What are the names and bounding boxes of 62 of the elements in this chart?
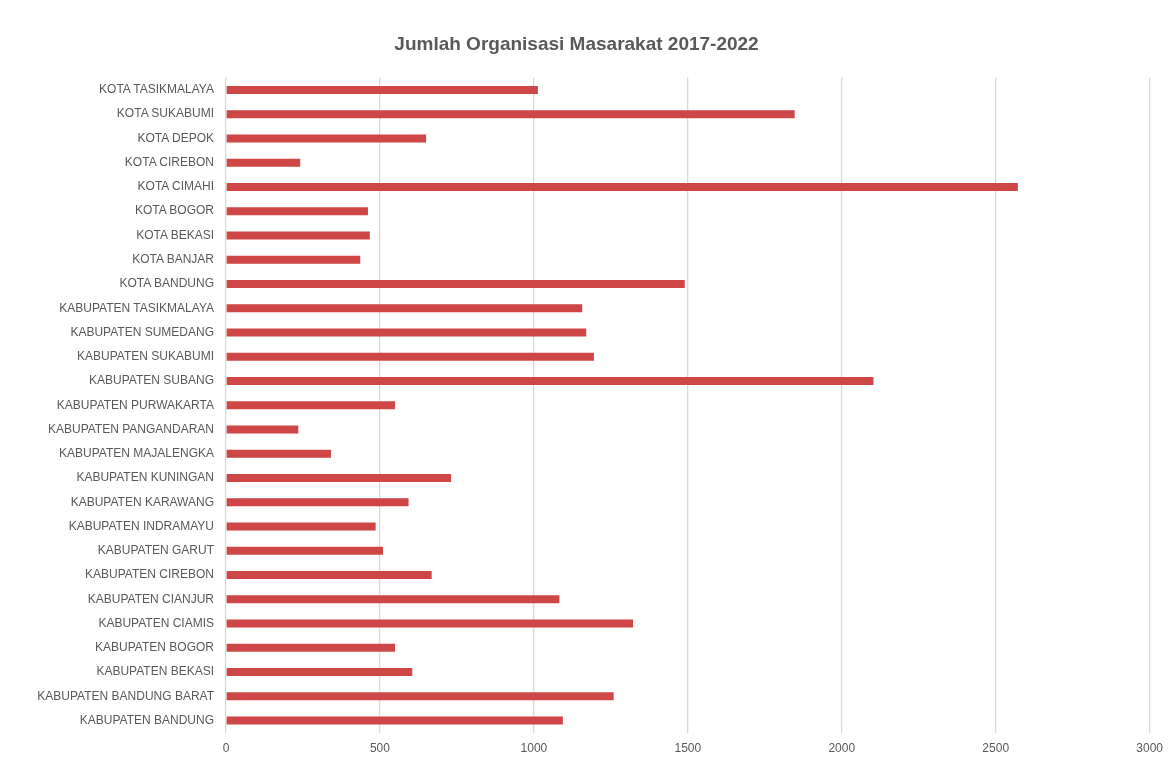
y-tick-label: KABUPATEN SUMEDANG <box>70 324 214 339</box>
y-tick-label: KOTA BANJAR <box>132 252 215 266</box>
bar <box>226 643 396 652</box>
y-tick-label: KABUPATEN BANDUNG <box>79 712 214 727</box>
bar <box>226 449 331 458</box>
y-tick-label: KABUPATEN KUNINGAN <box>76 470 214 485</box>
x-tick-label: 0 <box>222 741 230 756</box>
bar <box>226 158 301 167</box>
bar <box>226 110 795 119</box>
x-tick-label: 3000 <box>1136 741 1164 756</box>
y-tick-label: KABUPATEN CIANJUR <box>87 591 215 606</box>
y-tick-label: KABUPATEN PANGANDARAN <box>47 421 214 436</box>
bar <box>226 570 432 579</box>
y-tick-label: KABUPATEN BEKASI <box>96 664 214 679</box>
bar <box>226 716 563 725</box>
y-tick-label: KABUPATEN GARUT <box>97 543 215 558</box>
y-tick-label: KOTA CIMAHI <box>137 179 214 194</box>
bar <box>226 207 368 216</box>
bar <box>226 182 1018 191</box>
bar <box>226 522 376 531</box>
y-tick-label: KABUPATEN BOGOR <box>95 640 215 655</box>
bar <box>226 546 384 555</box>
y-tick-label: KOTA BANDUNG <box>119 276 214 291</box>
y-tick-label: KABUPATEN BANDUNG BARAT <box>37 688 215 703</box>
y-tick-label: KABUPATEN CIREBON <box>85 567 214 582</box>
bar <box>226 692 614 701</box>
bar <box>226 619 634 628</box>
y-tick-label: KABUPATEN TASIKMALAYA <box>59 300 214 315</box>
x-tick-label: 1500 <box>674 741 702 756</box>
y-tick-label: KABUPATEN PURWAKARTA <box>56 397 214 412</box>
bar <box>226 352 594 361</box>
bar <box>226 279 685 288</box>
y-tick-label: KOTA BOGOR <box>134 203 215 218</box>
bar <box>226 595 560 604</box>
y-tick-label: KABUPATEN KARAWANG <box>70 494 214 509</box>
y-tick-label: KOTA SUKABUMI <box>116 106 214 121</box>
y-tick-label: KABUPATEN MAJALENGKA <box>59 446 214 461</box>
y-tick-label: KOTA BEKASI <box>136 227 214 242</box>
bar <box>226 304 583 313</box>
bar <box>226 231 370 240</box>
bar <box>226 134 427 143</box>
x-tick-label: 1000 <box>520 741 548 756</box>
chart-title: Jumlah Organisasi Masarakat 2017-2022 <box>394 32 759 54</box>
bar <box>226 376 874 385</box>
bar <box>226 473 452 482</box>
y-tick-label: KABUPATEN INDRAMAYU <box>68 518 214 533</box>
y-tick-label: KABUPATEN SUKABUMI <box>77 349 214 364</box>
y-tick-label: KOTA CIREBON <box>124 154 214 169</box>
bar <box>226 255 361 264</box>
bar <box>226 425 299 434</box>
bar <box>226 85 538 94</box>
bar <box>226 401 396 410</box>
bar <box>226 667 413 676</box>
y-tick-label: KABUPATEN SUBANG <box>89 373 214 388</box>
y-tick-label: KOTA DEPOK <box>137 130 214 145</box>
bar <box>226 328 587 337</box>
x-tick-label: 2000 <box>828 741 856 756</box>
y-tick-label: KOTA TASIKMALAYA <box>99 82 214 97</box>
bar <box>226 498 409 507</box>
y-tick-label: KABUPATEN CIAMIS <box>98 615 214 630</box>
x-tick-label: 500 <box>369 741 391 756</box>
x-tick-label: 2500 <box>982 741 1010 756</box>
